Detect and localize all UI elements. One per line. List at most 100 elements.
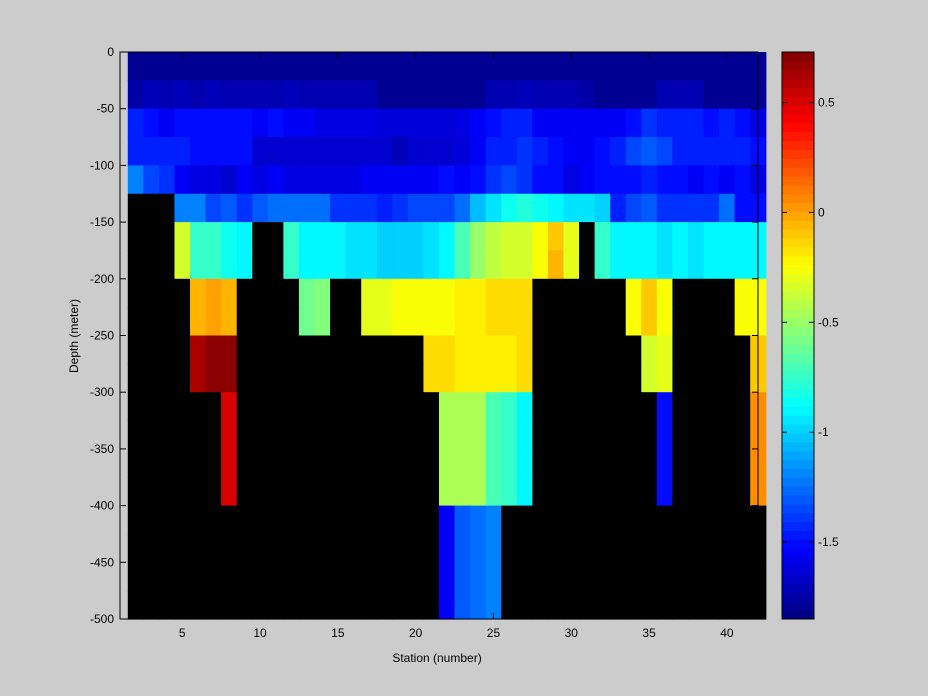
heatmap-cell	[734, 278, 751, 308]
colorbar-swatch	[782, 574, 814, 585]
heatmap-cell	[610, 108, 627, 138]
heatmap-cell	[703, 363, 720, 393]
heatmap-cell	[563, 165, 580, 195]
heatmap-cell	[719, 80, 736, 110]
heatmap-cell	[345, 193, 362, 223]
heatmap-cell	[532, 307, 549, 337]
heatmap-cell	[470, 533, 487, 563]
heatmap-cell	[610, 52, 627, 81]
heatmap-cell	[563, 533, 580, 563]
heatmap-cell	[205, 250, 222, 280]
heatmap-cell	[345, 448, 362, 478]
heatmap-cell	[532, 392, 549, 422]
heatmap-cell	[439, 420, 456, 450]
heatmap-cell	[594, 307, 611, 337]
x-tick-label: 25	[487, 626, 501, 640]
heatmap-cell	[672, 80, 689, 110]
heatmap-cell	[687, 477, 705, 507]
heatmap-cell	[174, 278, 191, 308]
heatmap-cell	[252, 562, 269, 592]
heatmap-cell	[236, 193, 253, 223]
heatmap-cell	[252, 363, 269, 393]
heatmap-cell	[392, 363, 409, 393]
x-axis-ticks: 5 10 15 20 25 30 35 40	[179, 52, 734, 640]
heatmap-cell	[423, 448, 440, 478]
heatmap-cell	[563, 335, 580, 365]
heatmap-cell	[205, 562, 222, 592]
heatmap-cell	[501, 307, 518, 337]
heatmap-cell	[610, 222, 627, 252]
colorbar-swatch	[782, 246, 814, 257]
heatmap-cell	[298, 448, 316, 478]
heatmap-cell	[143, 562, 160, 592]
heatmap-cell	[703, 250, 720, 280]
heatmap-cell	[221, 307, 238, 337]
heatmap-cell	[625, 363, 642, 393]
heatmap-cell	[579, 165, 596, 195]
heatmap-cell	[205, 590, 222, 620]
heatmap-cell	[501, 108, 518, 138]
colorbar-swatch	[782, 273, 814, 283]
heatmap-cell	[641, 193, 658, 223]
heatmap-cell	[407, 307, 425, 337]
colorbar-swatch	[782, 353, 814, 363]
heatmap-cell	[252, 165, 269, 195]
heatmap-cell	[532, 137, 549, 166]
heatmap-cell	[267, 335, 284, 365]
heatmap-cell	[485, 165, 502, 195]
heatmap-cell	[703, 193, 720, 223]
colorbar-swatch	[782, 220, 814, 230]
heatmap-cell	[205, 392, 222, 422]
heatmap-cell	[454, 80, 471, 110]
heatmap-cell	[516, 80, 533, 110]
heatmap-cell	[158, 278, 176, 308]
colorbar-swatch	[782, 60, 814, 71]
heatmap-cell	[190, 278, 207, 308]
heatmap-cell	[143, 420, 160, 450]
heatmap-cell	[656, 505, 674, 535]
heatmap-cell	[672, 590, 689, 620]
heatmap-cell	[516, 52, 533, 81]
heatmap-cell	[734, 80, 751, 110]
heatmap-cell	[190, 222, 207, 252]
heatmap-cell	[703, 533, 720, 563]
heatmap-cell	[719, 562, 736, 592]
x-tick-label: 15	[331, 626, 345, 640]
heatmap-cell	[252, 420, 269, 450]
heatmap-cell	[516, 193, 533, 223]
heatmap-cell	[221, 222, 238, 252]
heatmap-cell	[485, 420, 502, 450]
heatmap-cell	[283, 420, 300, 450]
heatmap-cell	[205, 80, 222, 110]
heatmap-cell	[687, 590, 705, 620]
heatmap-cell	[501, 165, 518, 195]
heatmap-cell	[221, 165, 238, 195]
heatmap-cell	[283, 590, 300, 620]
heatmap-cell	[501, 335, 518, 365]
heatmap-cell	[423, 165, 440, 195]
heatmap-cell	[407, 193, 425, 223]
heatmap-cell	[330, 52, 347, 81]
heatmap-cell	[579, 278, 596, 308]
heatmap-cell	[547, 448, 565, 478]
heatmap-cell	[501, 590, 518, 620]
heatmap-cell	[501, 363, 518, 393]
heatmap-cell	[687, 335, 705, 365]
heatmap-cell	[283, 505, 300, 535]
heatmap-cell	[361, 335, 378, 365]
heatmap-cell	[174, 448, 191, 478]
heatmap-cell	[127, 392, 144, 422]
heatmap-cell	[143, 137, 160, 166]
heatmap-cell	[423, 562, 440, 592]
heatmap-cell	[610, 533, 627, 563]
colorbar-swatch	[782, 610, 814, 620]
heatmap-cell	[252, 52, 269, 81]
heatmap-cell	[439, 533, 456, 563]
colorbar-swatch	[782, 317, 814, 328]
heatmap-cell	[719, 448, 736, 478]
heatmap-cell	[407, 562, 425, 592]
heatmap-cell	[221, 590, 238, 620]
heatmap-cell	[190, 335, 207, 365]
heatmap-cell	[376, 307, 393, 337]
heatmap-cell	[376, 52, 393, 81]
